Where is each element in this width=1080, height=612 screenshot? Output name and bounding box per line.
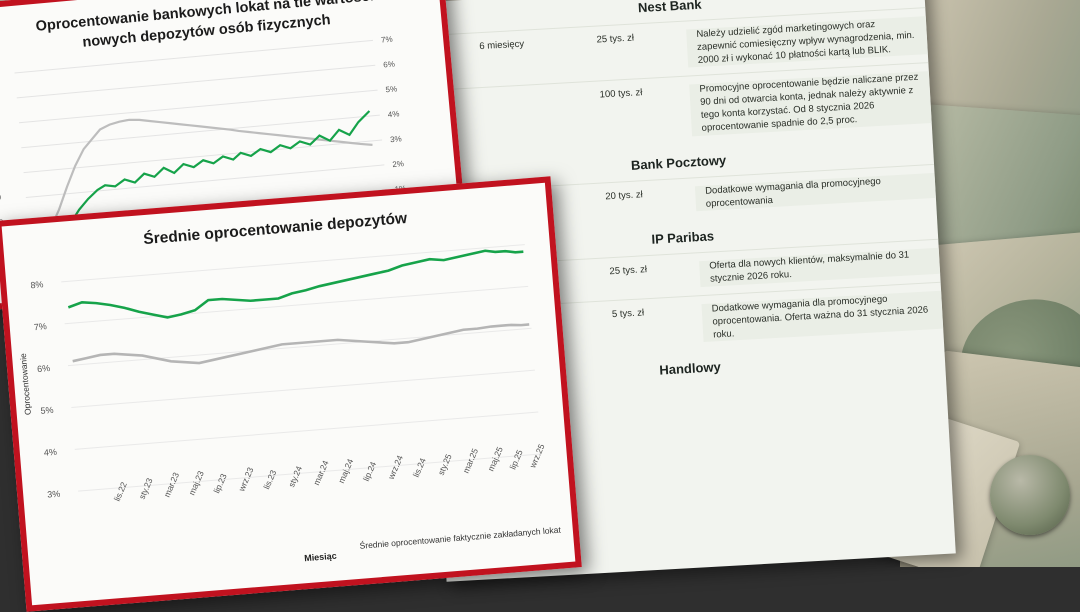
svg-text:wrz.23: wrz.23	[236, 466, 256, 494]
cell-description: Należy udzielić zgód marketingowych oraz…	[686, 16, 928, 68]
svg-text:8%: 8%	[30, 279, 44, 290]
svg-text:wrz.24: wrz.24	[385, 453, 405, 481]
cell-description: Promocyjne oprocentowanie będzie nalicza…	[689, 71, 932, 137]
coin-decoration	[990, 455, 1070, 535]
cell-amount: 5 tys. zł	[611, 307, 645, 321]
svg-text:lip.25: lip.25	[507, 448, 524, 471]
chart-svg-bottom: 8% 7% 6% 5% 4% 3% lis.22 sty.23 mar.23 m…	[30, 244, 547, 503]
svg-text:lip.23: lip.23	[211, 472, 228, 495]
svg-text:maj.25: maj.25	[486, 445, 505, 473]
cell-description: Dodatkowe wymagania dla promocyjnego opr…	[694, 172, 936, 212]
svg-text:lis.23: lis.23	[261, 468, 278, 490]
cell-amount: 20 tys. zł	[605, 188, 644, 202]
chart-card-average-deposit-rate: Średnie oprocentowanie depozytów 8% 7% 6…	[0, 176, 582, 612]
svg-text:lip.24: lip.24	[361, 460, 378, 483]
svg-text:3%: 3%	[47, 489, 61, 500]
svg-text:sty.23: sty.23	[137, 476, 155, 500]
svg-text:7%: 7%	[33, 321, 47, 332]
svg-text:7%: 7%	[381, 35, 393, 45]
svg-text:maj.24: maj.24	[336, 457, 355, 485]
svg-text:6%: 6%	[37, 363, 51, 374]
svg-text:sty.25: sty.25	[436, 452, 454, 476]
chart-x-axis-label: Miesiąc	[303, 550, 338, 564]
cell-description: Dodatkowe wymagania dla promocyjnego opr…	[701, 290, 944, 343]
svg-text:4%: 4%	[44, 447, 58, 458]
cell-amount: 100 tys. zł	[599, 87, 643, 101]
svg-text:5%: 5%	[385, 85, 397, 95]
svg-text:4%: 4%	[387, 109, 399, 119]
svg-text:3%: 3%	[390, 134, 402, 144]
svg-text:6%: 6%	[383, 60, 395, 70]
svg-text:5%: 5%	[40, 405, 54, 416]
svg-text:maj.23: maj.23	[187, 469, 206, 497]
cell-description: Oferta dla nowych klientów, maksymalnie …	[699, 248, 941, 288]
cell-amount: 25 tys. zł	[596, 32, 635, 46]
svg-text:wrz.25: wrz.25	[527, 442, 547, 470]
svg-text:lis.24: lis.24	[411, 456, 428, 478]
svg-text:000: 000	[0, 193, 2, 203]
svg-text:lis.22: lis.22	[112, 480, 129, 502]
cell-amount: 25 tys. zł	[609, 264, 648, 278]
svg-text:2%: 2%	[392, 159, 404, 169]
svg-text:sty.24: sty.24	[286, 464, 304, 488]
chart-plot-bottom: 8% 7% 6% 5% 4% 3% lis.22 sty.23 mar.23 m…	[5, 223, 572, 566]
